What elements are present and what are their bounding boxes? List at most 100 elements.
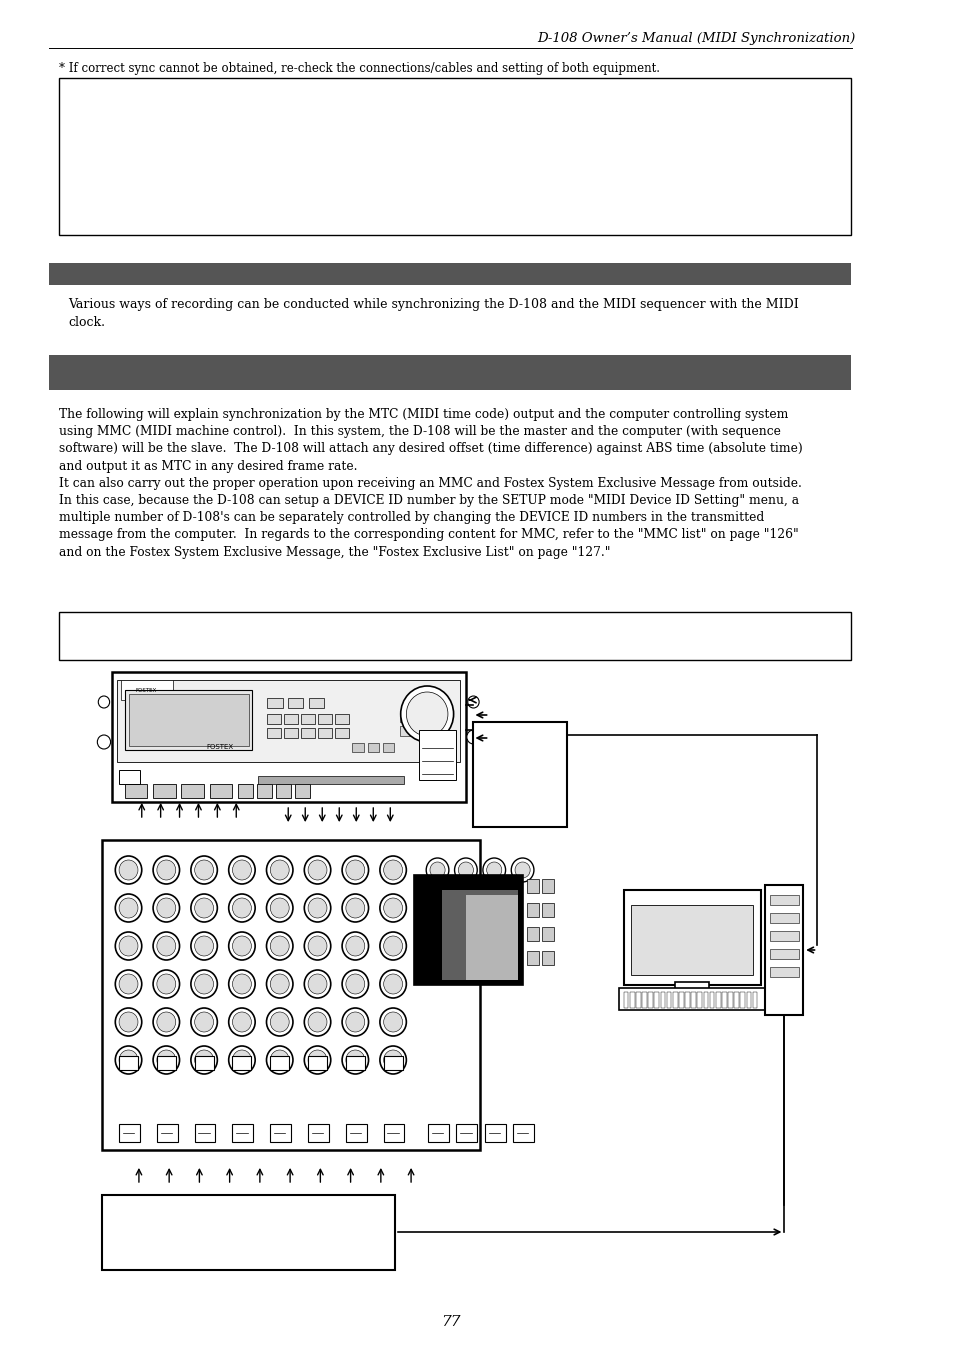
Circle shape: [233, 936, 251, 957]
Bar: [210, 784, 233, 798]
Bar: [267, 728, 280, 738]
Bar: [152, 784, 175, 798]
Bar: [674, 982, 708, 1000]
Bar: [121, 680, 172, 700]
Circle shape: [342, 1046, 368, 1074]
Circle shape: [346, 1012, 364, 1032]
Circle shape: [379, 970, 406, 998]
Circle shape: [346, 861, 364, 880]
Circle shape: [152, 894, 179, 921]
Circle shape: [406, 692, 448, 736]
Bar: [301, 713, 314, 724]
Bar: [618, 988, 769, 1011]
Circle shape: [400, 686, 453, 742]
Circle shape: [119, 1050, 138, 1070]
Bar: [256, 784, 272, 798]
Bar: [623, 992, 628, 1008]
Circle shape: [115, 970, 142, 998]
Bar: [50, 355, 850, 390]
Bar: [746, 992, 751, 1008]
Bar: [418, 730, 456, 780]
Bar: [527, 880, 538, 893]
Bar: [267, 713, 280, 724]
Bar: [764, 885, 802, 1015]
Circle shape: [346, 974, 364, 994]
Circle shape: [152, 1008, 179, 1036]
Circle shape: [119, 1012, 138, 1032]
Bar: [679, 992, 683, 1008]
Bar: [156, 1124, 177, 1142]
Circle shape: [308, 898, 327, 917]
Circle shape: [304, 932, 331, 961]
Bar: [542, 951, 553, 965]
Bar: [346, 1056, 364, 1070]
Text: Various ways of recording can be conducted while synchronizing the D-108 and the: Various ways of recording can be conduct…: [68, 299, 798, 330]
Circle shape: [383, 1012, 402, 1032]
Circle shape: [194, 936, 213, 957]
Bar: [641, 992, 646, 1008]
Circle shape: [191, 1046, 217, 1074]
Circle shape: [304, 1046, 331, 1074]
Text: FOSTEX: FOSTEX: [135, 688, 157, 693]
Bar: [456, 1124, 476, 1142]
Bar: [346, 1124, 366, 1142]
Bar: [399, 712, 410, 721]
Circle shape: [229, 932, 254, 961]
Circle shape: [194, 861, 213, 880]
Circle shape: [115, 932, 142, 961]
Circle shape: [191, 1008, 217, 1036]
Circle shape: [233, 861, 251, 880]
Bar: [631, 905, 752, 975]
Circle shape: [383, 936, 402, 957]
Circle shape: [383, 1050, 402, 1070]
Circle shape: [342, 894, 368, 921]
Bar: [58, 78, 850, 235]
Bar: [740, 992, 744, 1008]
Circle shape: [194, 1050, 213, 1070]
Circle shape: [266, 932, 293, 961]
Circle shape: [486, 862, 501, 878]
Bar: [318, 713, 332, 724]
Bar: [648, 992, 652, 1008]
Bar: [301, 728, 314, 738]
Circle shape: [379, 932, 406, 961]
Circle shape: [229, 894, 254, 921]
Bar: [769, 931, 798, 942]
Bar: [335, 713, 349, 724]
Bar: [318, 728, 332, 738]
Bar: [382, 743, 394, 753]
Circle shape: [156, 861, 175, 880]
Circle shape: [342, 970, 368, 998]
Text: 77: 77: [440, 1315, 460, 1329]
Circle shape: [233, 1012, 251, 1032]
Bar: [542, 927, 553, 942]
Text: * If correct sync cannot be obtained, re-check the connections/cables and settin: * If correct sync cannot be obtained, re…: [58, 62, 659, 76]
Text: FOSTEX: FOSTEX: [206, 744, 233, 750]
Bar: [629, 992, 634, 1008]
Bar: [119, 770, 140, 784]
Bar: [472, 721, 566, 827]
Bar: [288, 698, 303, 708]
Circle shape: [194, 974, 213, 994]
Bar: [335, 728, 349, 738]
Circle shape: [233, 1050, 251, 1070]
Circle shape: [308, 1012, 327, 1032]
Text: The following will explain synchronization by the MTC (MIDI time code) output an: The following will explain synchronizati…: [58, 408, 801, 558]
Bar: [709, 992, 714, 1008]
Circle shape: [457, 862, 473, 878]
Bar: [484, 1124, 505, 1142]
Bar: [721, 992, 726, 1008]
Bar: [666, 992, 671, 1008]
Circle shape: [266, 1008, 293, 1036]
Circle shape: [191, 932, 217, 961]
Bar: [542, 902, 553, 917]
Bar: [270, 1056, 289, 1070]
Bar: [294, 784, 310, 798]
Bar: [623, 890, 760, 985]
Circle shape: [342, 1008, 368, 1036]
Circle shape: [152, 932, 179, 961]
Bar: [308, 1056, 327, 1070]
Circle shape: [426, 858, 449, 882]
Circle shape: [229, 1046, 254, 1074]
Bar: [659, 992, 664, 1008]
